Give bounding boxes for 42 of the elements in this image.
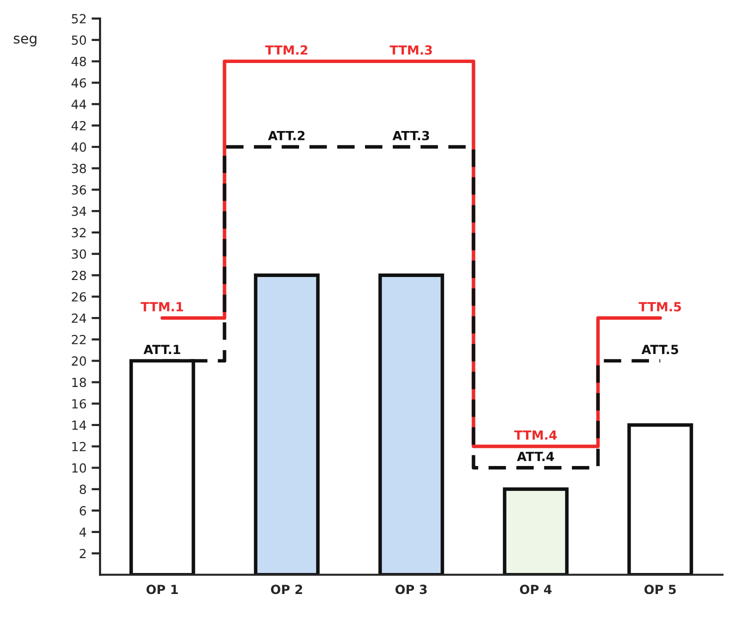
- y-tick-label: 16: [72, 399, 86, 409]
- y-tick-label: 40: [72, 142, 86, 152]
- annotation: ATT.3: [392, 130, 430, 140]
- y-tick-label: 18: [72, 378, 86, 388]
- y-tick-label: 34: [72, 206, 86, 216]
- annotation: ATT.4: [517, 452, 554, 462]
- y-tick-label: 44: [72, 100, 86, 109]
- y-tick-label: 8: [80, 484, 86, 494]
- annotation: TTM.1: [140, 302, 184, 312]
- annotation: TTM.4: [514, 430, 557, 440]
- annotation: TTM.2: [265, 45, 308, 55]
- x-tick-label: OP 2: [270, 584, 302, 594]
- x-tick-label: OP 3: [395, 584, 427, 594]
- y-axis-title: seg: [14, 36, 36, 46]
- y-tick-label: 2: [80, 548, 86, 558]
- y-tick-label: 30: [72, 249, 86, 259]
- x-tick-label: OP 4: [520, 584, 552, 594]
- annotation: ATT.1: [144, 344, 180, 354]
- y-tick-label: 14: [72, 420, 86, 430]
- y-tick-label: 28: [72, 270, 86, 280]
- annotation: TTM.3: [390, 45, 432, 55]
- y-tick-label: 52: [72, 14, 86, 24]
- y-tick-label: 10: [72, 463, 86, 473]
- y-tick-label: 36: [72, 185, 86, 195]
- y-tick-label: 38: [72, 164, 86, 174]
- y-tick-label: 12: [72, 442, 86, 452]
- annotation: ATT.5: [641, 344, 678, 354]
- y-tick-label: 6: [80, 506, 86, 516]
- y-tick-label: 32: [72, 228, 86, 238]
- y-tick-label: 24: [72, 314, 86, 323]
- y-tick-label: 42: [72, 120, 86, 130]
- y-tick-label: 50: [72, 35, 86, 45]
- y-tick-label: 4: [80, 528, 86, 537]
- y-tick-label: 22: [72, 334, 86, 344]
- y-tick-label: 20: [72, 356, 86, 366]
- annotation: TTM.5: [638, 302, 681, 312]
- y-tick-label: 48: [72, 56, 86, 66]
- x-tick-label: OP 5: [644, 584, 676, 594]
- x-tick-label: OP 1: [146, 584, 178, 594]
- y-tick-label: 46: [72, 78, 86, 88]
- y-tick-label: 26: [72, 292, 86, 302]
- annotation: ATT.2: [268, 130, 304, 140]
